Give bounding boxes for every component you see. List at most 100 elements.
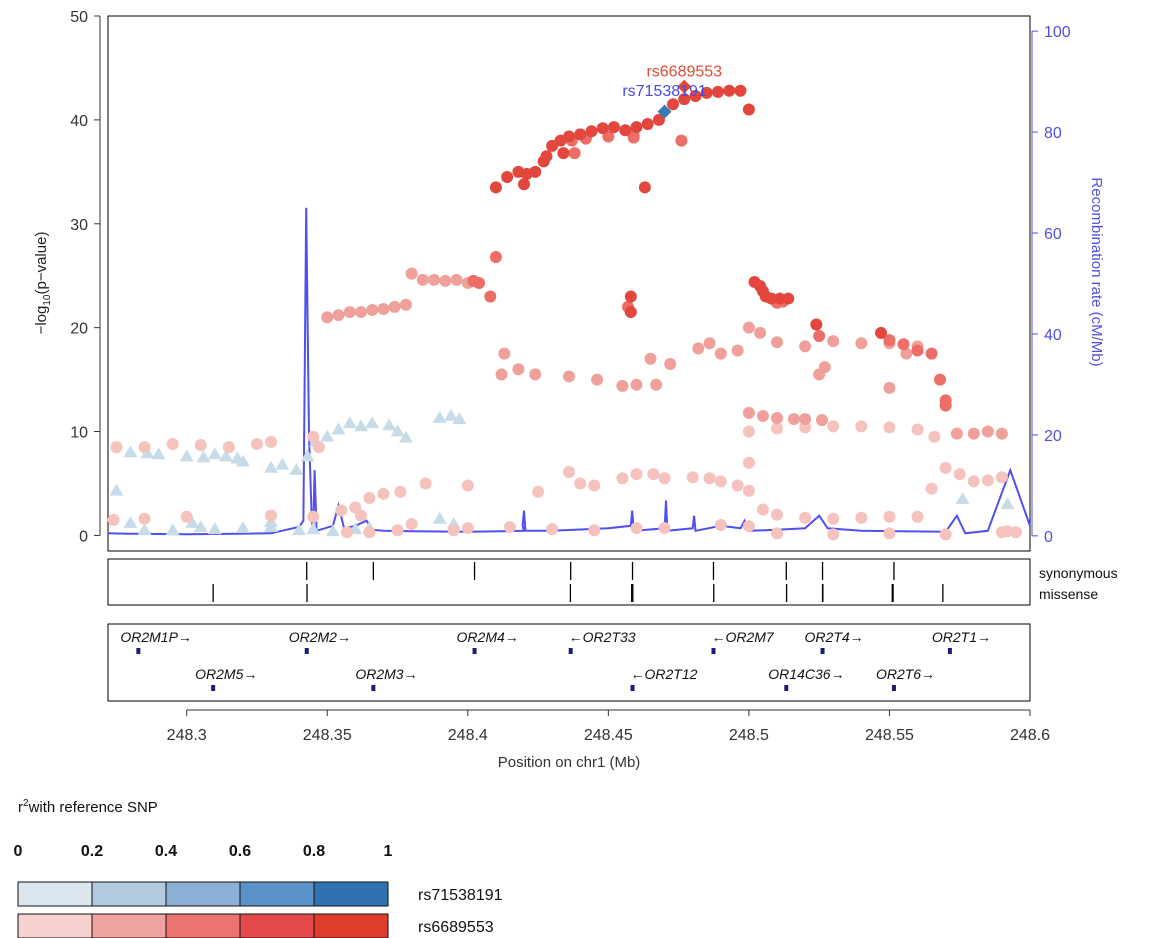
snp-point xyxy=(771,422,784,435)
snp-point xyxy=(723,84,736,97)
y-tick-label: 0 xyxy=(79,528,88,545)
gene-marker xyxy=(304,648,309,654)
snp-point xyxy=(813,329,826,342)
snp-point xyxy=(911,344,924,357)
snp-point xyxy=(166,438,179,450)
snp-point xyxy=(222,441,235,454)
snp-point xyxy=(461,522,474,535)
snp-point xyxy=(703,472,716,485)
legend-color-cell xyxy=(165,913,241,938)
snp-point xyxy=(585,125,598,138)
snp-point xyxy=(714,519,727,532)
gene-marker xyxy=(472,648,477,654)
snp-point-triangle xyxy=(365,416,380,429)
snp-point xyxy=(799,340,812,353)
variant-track-layer xyxy=(212,562,944,602)
snp-point xyxy=(616,472,629,485)
snp-point xyxy=(250,438,263,450)
y-tick-label: 50 xyxy=(70,9,88,26)
snp-point-triangle xyxy=(306,522,321,535)
y-axis-right: 0 20 40 60 80 100 xyxy=(1031,24,1071,546)
snp-point xyxy=(731,479,744,492)
gene-track-frame xyxy=(107,623,1031,702)
snp-point xyxy=(900,347,913,360)
snp-point xyxy=(981,425,994,438)
gene-marker xyxy=(630,685,635,691)
snp-point xyxy=(343,306,356,319)
snp-point xyxy=(734,84,747,97)
snp-point xyxy=(529,368,542,381)
variant-track-frame xyxy=(107,558,1031,606)
y-tick-label: 40 xyxy=(70,113,88,130)
snp-point xyxy=(771,508,784,521)
snp-point xyxy=(588,479,601,492)
snp-point xyxy=(405,517,418,530)
gene-label: ←OR2M7 xyxy=(711,629,774,645)
snp-point-triangle xyxy=(137,523,152,536)
snp-point xyxy=(765,292,778,305)
snp-point xyxy=(596,122,609,135)
legend-tick-label: 0.2 xyxy=(81,843,103,860)
recombination-rate-line xyxy=(107,207,1031,536)
snp-point xyxy=(630,468,643,481)
snp-point xyxy=(827,512,840,525)
snp-point xyxy=(827,420,840,433)
snp-point-triangle xyxy=(264,460,279,473)
snp-point xyxy=(787,413,800,426)
y-tick-label: 30 xyxy=(70,217,88,234)
snp-point-triangle xyxy=(390,424,405,437)
track-label-synonymous: synonymous xyxy=(1039,565,1118,581)
snp-point xyxy=(630,378,643,391)
gene-marker xyxy=(136,648,141,654)
snp-point xyxy=(911,423,924,436)
legend-tick-label: 1 xyxy=(384,843,393,860)
snp-point xyxy=(388,300,401,313)
gene-marker xyxy=(820,648,825,654)
snp-point-triangle xyxy=(165,523,180,536)
snp-point xyxy=(619,124,632,137)
snp-point xyxy=(377,302,390,315)
snp-point xyxy=(503,521,516,534)
snp-point xyxy=(512,363,525,376)
snp-point-triangle xyxy=(193,520,208,533)
snp-point-triangle xyxy=(109,483,124,496)
snp-point-triangle xyxy=(300,449,315,462)
snp-point xyxy=(439,274,452,287)
snp-point-triangle xyxy=(289,462,304,475)
legend-row-label: rs6689553 xyxy=(418,919,494,936)
y2-tick-label: 80 xyxy=(1044,125,1062,142)
snp-point xyxy=(428,273,441,286)
gene-label: OR2M5→ xyxy=(195,666,257,682)
x-tick-label: 248.35 xyxy=(303,727,352,744)
snp-point-triangle xyxy=(275,457,290,470)
legend-color-cell xyxy=(17,881,93,907)
y2-axis-label: Recombination rate (cM/Mb) xyxy=(1088,177,1105,366)
gene-marker xyxy=(711,648,716,654)
snp-point xyxy=(855,337,868,350)
legend-color-cell xyxy=(91,913,167,938)
snp-point xyxy=(928,430,941,443)
snp-point xyxy=(568,147,581,160)
snp-point xyxy=(678,93,691,106)
snp-point xyxy=(416,273,429,286)
snp-point xyxy=(467,274,480,287)
snp-point xyxy=(591,373,604,386)
snp-point xyxy=(495,368,508,381)
snp-point-triangle xyxy=(1000,497,1015,510)
snp-point xyxy=(138,512,151,525)
gene-marker xyxy=(371,685,376,691)
snp-point xyxy=(689,89,702,102)
snp-point xyxy=(138,441,151,454)
snp-point xyxy=(354,509,367,522)
snp-point xyxy=(498,347,511,360)
snp-point xyxy=(638,181,651,194)
gene-marker xyxy=(211,685,216,691)
x-tick-label: 248.45 xyxy=(584,727,633,744)
gene-label: OR14C36→ xyxy=(768,666,844,682)
snp-point xyxy=(939,528,952,541)
gene-marker xyxy=(568,648,573,654)
lead-snp-rs71538191 xyxy=(657,104,672,119)
snp-point xyxy=(650,378,663,391)
snp-point xyxy=(180,510,193,523)
snp-point xyxy=(563,466,575,479)
